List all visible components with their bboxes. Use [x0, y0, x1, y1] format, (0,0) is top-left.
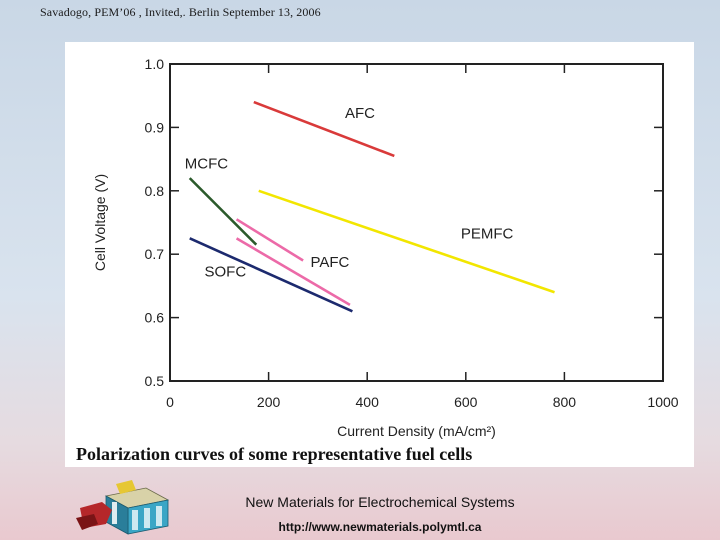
x-tick-label: 600: [454, 394, 478, 410]
series-line-pemfc: [258, 189, 555, 294]
chart-panel: 0.5 0.6 0.7 0.8 0.9 1.0 0 200 400 600 800 1000 Curre…: [65, 42, 694, 467]
x-tick-label: 800: [553, 394, 577, 410]
company-logo: [76, 480, 170, 535]
plot-frame: [169, 63, 664, 382]
series-annotation-afc: AFC: [345, 105, 375, 122]
y-tick-label: 0.6: [145, 310, 165, 326]
y-tick-label: 0.8: [145, 183, 165, 199]
y-axis-label: Cell Voltage (V): [92, 174, 108, 271]
x-tick-label: 200: [257, 394, 281, 410]
series-line-pafc: [235, 237, 351, 307]
series-line-mcfc: [188, 177, 258, 246]
series-line-afc: [253, 100, 395, 158]
y-tick-label: 0.7: [145, 246, 165, 262]
y-tick-label: 0.9: [145, 119, 165, 135]
x-axis-label: Current Density (mA/cm²): [337, 423, 496, 439]
slide-header: Savadogo, PEM’06 , Invited,. Berlin Sept…: [40, 5, 321, 19]
x-tick-label: 1000: [647, 394, 678, 410]
footer-url[interactable]: http://www.newmaterials.polymtl.ca: [278, 520, 482, 534]
footer-title: New Materials for Electrochemical System…: [245, 494, 515, 510]
chart-title: Polarization curves of some representati…: [76, 444, 473, 464]
x-tick-label: 400: [356, 394, 380, 410]
x-tick-label: 0: [166, 394, 174, 410]
series-annotation-mcfc: MCFC: [185, 156, 228, 173]
series-line-sofc: [189, 237, 353, 313]
y-tick-label: 0.5: [145, 373, 165, 389]
y-tick-label: 1.0: [145, 56, 165, 72]
series-annotation-pemfc: PEMFC: [461, 225, 514, 242]
series-annotation-pafc: PAFC: [311, 254, 350, 271]
series-line-pafc: [235, 218, 304, 262]
series-annotation-sofc: SOFC: [205, 263, 247, 280]
polarization-chart: 0.5 0.6 0.7 0.8 0.9 1.0 0 200 400 600 800 1000 Curre…: [92, 56, 679, 439]
